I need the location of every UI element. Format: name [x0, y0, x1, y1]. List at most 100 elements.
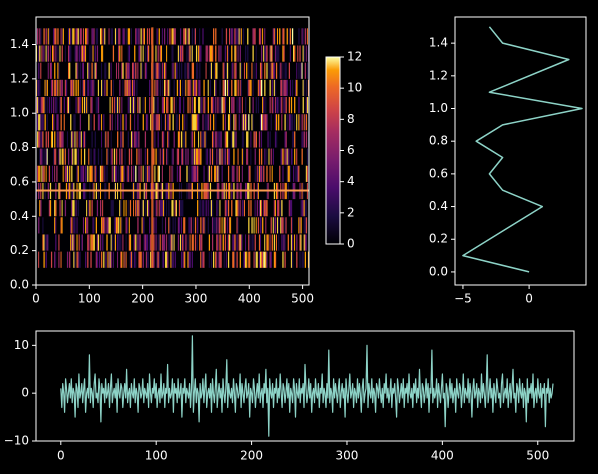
heatmap-cell [190, 165, 192, 182]
heatmap-cell [44, 97, 46, 114]
heatmap-cell [144, 200, 147, 217]
heatmap-cell [83, 62, 86, 79]
heatmap-cell [167, 234, 169, 251]
heatmap-cell [275, 97, 278, 114]
heatmap-cell [115, 234, 118, 251]
heatmap-cell [82, 148, 85, 165]
heatmap-cell [127, 165, 129, 182]
heatmap-cell [290, 97, 293, 114]
heatmap-cell [214, 165, 216, 182]
heatmap-cell [223, 165, 225, 182]
heatmap-cell [47, 217, 49, 234]
heatmap-cell [91, 45, 93, 62]
heatmap-cell [267, 148, 269, 165]
heatmap-cell [216, 251, 218, 268]
heatmap-cell [39, 79, 41, 97]
heatmap-cell [198, 234, 200, 251]
heatmap-cell [279, 217, 281, 234]
heatmap-cell [134, 131, 136, 148]
heatmap-cell [166, 165, 168, 182]
heatmap-cell [185, 234, 187, 251]
heatmap-cell [290, 148, 293, 165]
heatmap-cell [76, 28, 78, 45]
heatmap-cell [154, 131, 156, 148]
heatmap-cell [55, 28, 57, 45]
heatmap-cell [134, 97, 136, 114]
heatmap-cell [37, 131, 39, 148]
heatmap-cell [193, 165, 196, 182]
heatmap-cell [58, 165, 60, 182]
heatmap-cell [195, 165, 198, 182]
heatmap-cell [125, 79, 127, 97]
heatmap-cell [156, 45, 158, 62]
heatmap-cell [283, 28, 285, 45]
heatmap-cell [287, 148, 289, 165]
heatmap-cell [280, 200, 282, 217]
heatmap-cell [222, 148, 224, 165]
heatmap-cell [204, 114, 206, 131]
heatmap-cell [238, 200, 240, 217]
heatmap-cell [62, 165, 64, 182]
heatmap-cell [240, 79, 243, 97]
bottom-x-tick-label: 300 [336, 449, 359, 463]
heatmap-x-tick-label: 0 [32, 292, 40, 306]
heatmap-cell [203, 165, 205, 182]
heatmap-cell [171, 165, 173, 182]
heatmap-cell [114, 217, 117, 234]
heatmap-cell [267, 131, 269, 148]
heatmap-cell [121, 131, 123, 148]
heatmap-cell [56, 251, 58, 268]
heatmap-cell [257, 79, 260, 97]
heatmap-cell [91, 165, 93, 182]
heatmap-cell [60, 114, 62, 131]
heatmap-cell [169, 131, 171, 148]
heatmap-cell [39, 114, 41, 131]
heatmap-cell [163, 114, 166, 131]
heatmap-cell [266, 62, 268, 79]
heatmap-cell [202, 131, 204, 148]
heatmap-cell [67, 165, 70, 182]
heatmap-cell [271, 79, 273, 97]
heatmap-cell [46, 148, 48, 165]
heatmap-cell [194, 200, 197, 217]
heatmap-cell [104, 28, 106, 45]
heatmap-cell [65, 79, 68, 97]
heatmap-cell [282, 217, 284, 234]
heatmap-cell [178, 131, 181, 148]
heatmap-cell [296, 217, 298, 234]
heatmap-cell [166, 200, 168, 217]
heatmap-cell [278, 114, 280, 131]
heatmap-cell [104, 131, 106, 148]
heatmap-cell [60, 251, 62, 268]
heatmap-cell [119, 45, 121, 62]
heatmap-cell [154, 97, 156, 114]
heatmap-cell [235, 114, 237, 131]
heatmap-cell [257, 148, 260, 165]
heatmap-cell [305, 131, 308, 148]
right-y-tick-label: 1.2 [429, 68, 448, 82]
heatmap-cell [220, 217, 222, 234]
heatmap-cell [268, 148, 270, 165]
heatmap-cell [63, 62, 65, 79]
heatmap-cell [41, 62, 43, 79]
heatmap-cell [119, 251, 121, 268]
heatmap-cell [88, 148, 90, 165]
heatmap-cell [231, 217, 233, 234]
heatmap-cell [157, 79, 159, 97]
heatmap-cell [226, 217, 229, 234]
heatmap-cell [288, 200, 291, 217]
heatmap-cell [145, 62, 148, 79]
heatmap-y-tick-label: 0.8 [10, 140, 29, 154]
heatmap-cell [211, 97, 214, 114]
heatmap-cell [251, 62, 253, 79]
heatmap-cell [90, 114, 92, 131]
heatmap-cell [219, 217, 221, 234]
heatmap-cell [303, 114, 305, 131]
heatmap-cell [176, 79, 179, 97]
heatmap-cell [162, 148, 165, 165]
heatmap-cell [112, 114, 115, 131]
heatmap-cell [227, 251, 230, 268]
heatmap-cell [243, 79, 246, 97]
heatmap-cell [53, 234, 55, 251]
heatmap-cell [39, 251, 41, 268]
